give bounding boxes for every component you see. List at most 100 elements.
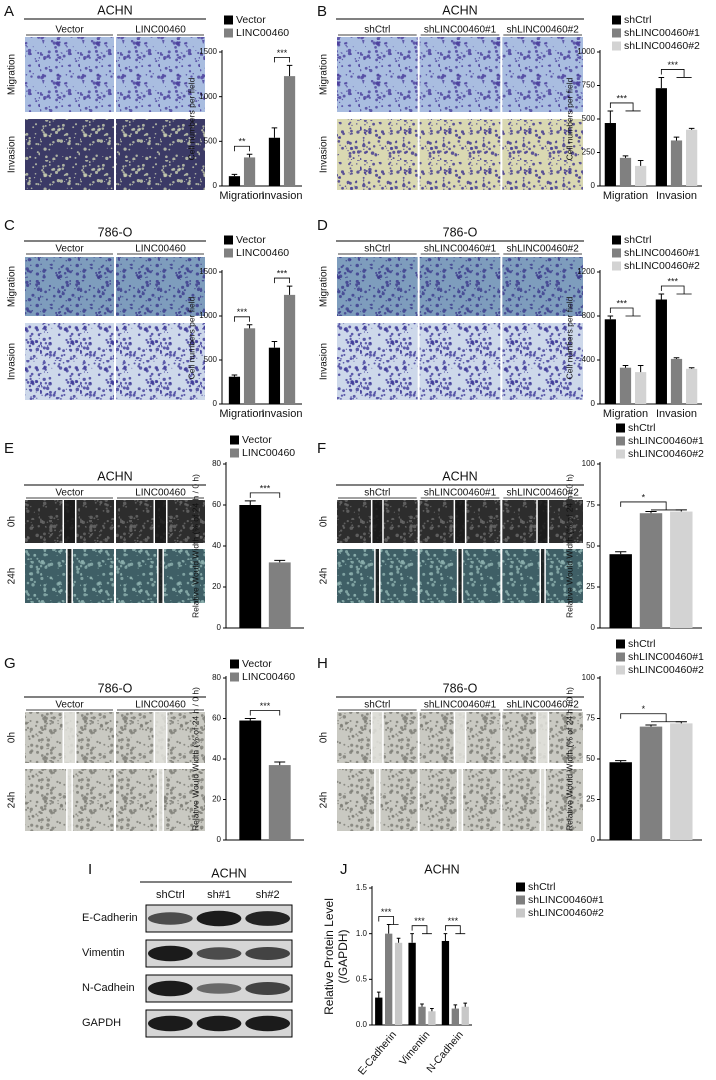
x-tick-label: Migration	[219, 408, 264, 420]
legend-label: LINC00460	[242, 447, 295, 459]
row-label: 0h	[7, 732, 18, 743]
bar	[670, 723, 693, 840]
chart-title: ACHN	[424, 862, 459, 876]
protein-label: GAPDH	[82, 1017, 121, 1029]
legend-swatch	[224, 248, 233, 258]
bar	[686, 368, 698, 404]
cell-line-title: ACHN	[97, 3, 132, 17]
wound-gap	[154, 500, 167, 543]
y-tick-label: 50	[586, 541, 595, 550]
micrograph	[25, 37, 114, 112]
panel-letter: D	[317, 217, 328, 234]
bar	[639, 513, 663, 628]
bar	[670, 511, 693, 628]
error-bar	[274, 761, 286, 766]
legend-swatch	[616, 423, 625, 433]
legend-label: Vector	[236, 14, 266, 26]
wound-gap	[537, 500, 549, 543]
blot-band	[147, 945, 193, 962]
column-label: shCtrl	[364, 244, 390, 255]
y-tick-label: 75	[586, 500, 595, 509]
y-tick-label: 80	[212, 673, 221, 682]
significance-bracket	[445, 925, 466, 935]
y-tick-label: 1500	[199, 47, 217, 56]
y-tick-label: 100	[582, 673, 596, 682]
micrograph	[116, 257, 205, 316]
error-bar	[231, 173, 238, 177]
legend-label: shLINC00460#1	[628, 651, 704, 663]
legend-swatch	[516, 908, 525, 918]
y-tick-label: 0	[217, 623, 222, 632]
y-tick-label: 25	[586, 795, 595, 804]
legend-swatch	[616, 639, 625, 649]
error-bar	[396, 937, 401, 943]
bar	[239, 720, 262, 840]
row-label: Invasion	[7, 343, 18, 380]
y-tick-label: 0	[591, 623, 596, 632]
significance-bracket	[660, 285, 692, 295]
legend-label: shCtrl	[528, 881, 555, 893]
bar	[635, 372, 647, 404]
micrograph	[337, 323, 418, 400]
y-tick-label: 60	[212, 714, 221, 723]
error-bar	[286, 285, 293, 295]
legend-label: LINC00460	[236, 27, 289, 39]
bar	[604, 319, 616, 404]
panel-letter: F	[317, 440, 326, 457]
legend-swatch	[224, 15, 233, 25]
lane-label: shCtrl	[156, 889, 185, 901]
y-axis-label: Cell numbers per field	[186, 296, 196, 379]
bar	[441, 940, 450, 1025]
bar	[268, 347, 281, 404]
bar	[686, 129, 698, 186]
row-label: Migration	[7, 54, 18, 95]
blot-band	[196, 910, 242, 927]
blot-band	[245, 982, 291, 995]
error-bar	[420, 1003, 424, 1007]
legend-label: shCtrl	[624, 234, 651, 246]
wound-gap	[537, 712, 549, 763]
wound-gap	[66, 549, 73, 603]
significance-bracket	[609, 102, 641, 112]
significance-bracket	[660, 69, 692, 78]
significance-label: ***	[260, 483, 271, 493]
bar	[283, 294, 296, 404]
wound-gap	[371, 500, 383, 543]
column-label: Vector	[55, 488, 84, 499]
legend-label: shLINC00460#2	[628, 448, 704, 460]
y-tick-label: 0	[213, 399, 218, 408]
error-bar	[637, 160, 644, 166]
wound-gap	[540, 549, 546, 603]
legend-label: Vector	[242, 434, 272, 446]
error-bar	[637, 365, 644, 373]
micrograph	[116, 119, 205, 190]
panel-letter: B	[317, 3, 327, 20]
micrograph	[25, 257, 114, 316]
significance-label: ***	[237, 307, 248, 317]
panel-letter: I	[88, 861, 92, 878]
error-bar	[244, 500, 256, 505]
y-tick-label: 60	[212, 500, 221, 509]
y-tick-label: 1000	[577, 47, 595, 56]
error-bar	[688, 367, 695, 369]
legend-label: shLINC00460#2	[628, 664, 704, 676]
row-label: Invasion	[7, 136, 18, 173]
significance-bracket	[249, 492, 281, 498]
y-axis-label: Relative Protein Level	[322, 898, 336, 1015]
y-tick-label: 20	[212, 795, 221, 804]
column-label: LINC00460	[135, 244, 186, 255]
panel-letter: A	[4, 3, 14, 20]
significance-label: ***	[616, 298, 627, 308]
legend-swatch	[230, 672, 239, 682]
column-label: shLINC00460#2	[507, 700, 580, 711]
significance-label: ***	[277, 268, 288, 278]
micrograph	[419, 119, 501, 190]
y-tick-label: 500	[582, 114, 596, 123]
column-label: LINC00460	[135, 25, 186, 36]
bar	[609, 554, 632, 628]
lane-label: sh#1	[207, 889, 231, 901]
bar	[394, 942, 403, 1025]
legend-label: shLINC00460#2	[624, 40, 700, 52]
error-bar	[622, 365, 629, 368]
